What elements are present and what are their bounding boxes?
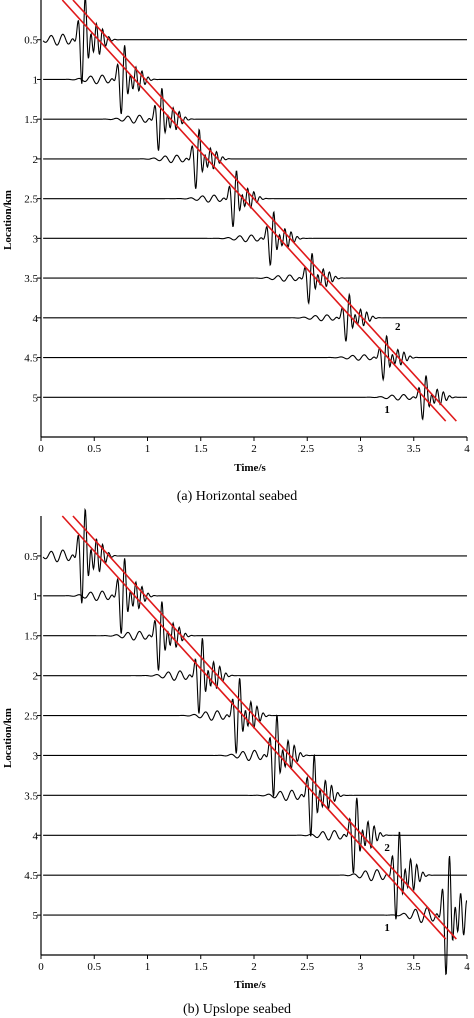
fit-line-2	[72, 0, 457, 422]
x-tick-label: 3.5	[407, 443, 421, 455]
y-tick-label: 4	[33, 830, 39, 842]
panel-b-caption: (b) Upslope seabed	[183, 1002, 291, 1017]
y-tick-label: 4.5	[24, 870, 38, 882]
fit-line-1	[61, 0, 447, 422]
panel-a: 0 0.5 1 1.5 2 2.5 3 3.5 4 0.5 1 1.5 2 2.5 3 3.5 4 4.5 5 T…	[2, 0, 470, 504]
y-tick-label: 2.5	[24, 711, 38, 723]
y-tick-label: 0.5	[24, 551, 38, 563]
panel-b: 0 0.5 1 1.5 2 2.5 3 3.5 4 0.5 1 1.5 2 2.5 3 3.5 4 4.5 5 T…	[2, 507, 470, 1017]
trace-line	[43, 334, 467, 382]
x-tick-label: 2	[251, 443, 257, 455]
y-tick-label: 3	[33, 750, 39, 762]
panel-a-caption: (a) Horizontal seabed	[177, 489, 298, 504]
x-tick-label: 0	[38, 443, 44, 455]
fit-line-1	[61, 515, 447, 940]
trace-line	[43, 678, 467, 754]
x-tick-label: 0.5	[87, 443, 101, 455]
panel-a-traces	[42, 0, 467, 421]
trace-line	[43, 753, 467, 837]
trace-line	[43, 253, 467, 306]
panel-b-traces	[42, 507, 468, 976]
trace-line	[43, 210, 467, 267]
y-tick-label: 5	[33, 392, 39, 404]
trace-line	[43, 855, 468, 976]
fit-line-label-1: 1	[384, 922, 390, 934]
panel-a-fit-labels: 12	[384, 321, 401, 416]
x-tick-label: 1.5	[194, 443, 208, 455]
x-tick-label: 0.5	[87, 961, 101, 973]
y-tick-label: 4.5	[24, 353, 38, 365]
panel-a-x-axis-title: Time/s	[234, 462, 266, 474]
fit-line-2	[72, 515, 457, 940]
x-tick-label: 3.5	[407, 961, 421, 973]
y-tick-label: 2.5	[24, 194, 38, 206]
y-tick-label: 2	[33, 154, 39, 166]
trace-line	[43, 558, 467, 634]
y-tick-label: 3.5	[24, 273, 38, 285]
x-tick-label: 1	[145, 961, 151, 973]
panel-b-fit-lines	[61, 515, 457, 940]
panel-b-x-axis-title: Time/s	[234, 979, 266, 991]
panel-a-y-ticks: 0.5 1 1.5 2 2.5 3 3.5 4 4.5 5	[24, 35, 41, 404]
panel-a-x-ticks: 0 0.5 1 1.5 2 2.5 3 3.5 4	[38, 437, 470, 455]
x-tick-label: 3	[358, 961, 364, 973]
x-tick-label: 3	[358, 443, 364, 455]
trace-line	[43, 797, 467, 874]
trace-line	[43, 831, 467, 920]
x-tick-label: 2.5	[300, 961, 314, 973]
x-tick-label: 2.5	[300, 443, 314, 455]
y-tick-label: 1.5	[24, 631, 38, 643]
trace-line	[43, 638, 467, 714]
panel-b-y-ticks: 0.5 1 1.5 2 2.5 3 3.5 4 4.5 5	[24, 551, 41, 922]
x-tick-label: 1.5	[194, 961, 208, 973]
panel-b-x-ticks: 0 0.5 1 1.5 2 2.5 3 3.5 4	[38, 955, 470, 973]
y-tick-label: 3.5	[24, 790, 38, 802]
y-tick-label: 1	[33, 74, 39, 86]
x-tick-label: 4	[464, 443, 470, 455]
trace-line	[43, 128, 467, 189]
trace-line	[43, 714, 467, 797]
trace-line	[42, 0, 467, 84]
trace-line	[43, 45, 467, 115]
fit-line-label-2: 2	[384, 842, 390, 854]
fit-line-label-2: 2	[395, 321, 401, 333]
trace-line	[42, 507, 467, 604]
y-tick-label: 0.5	[24, 35, 38, 47]
panel-b-fit-labels: 12	[384, 842, 390, 934]
x-tick-label: 0	[38, 961, 44, 973]
trace-line	[43, 88, 467, 151]
y-tick-label: 4	[33, 313, 39, 325]
y-tick-label: 2	[33, 671, 39, 683]
fit-line-label-1: 1	[384, 404, 390, 416]
x-tick-label: 4	[464, 961, 470, 973]
y-tick-label: 5	[33, 910, 39, 922]
y-tick-label: 3	[33, 233, 39, 245]
trace-line	[43, 292, 467, 342]
x-tick-label: 1	[145, 443, 151, 455]
panel-a-y-axis-title: Location/km	[2, 190, 14, 250]
x-tick-label: 2	[251, 961, 257, 973]
panel-b-y-axis-title: Location/km	[2, 708, 14, 768]
trace-line	[43, 601, 467, 671]
trace-line	[43, 375, 467, 421]
y-tick-label: 1.5	[24, 114, 38, 126]
panel-a-fit-lines	[61, 0, 457, 422]
y-tick-label: 1	[33, 591, 39, 603]
trace-line	[43, 170, 467, 228]
